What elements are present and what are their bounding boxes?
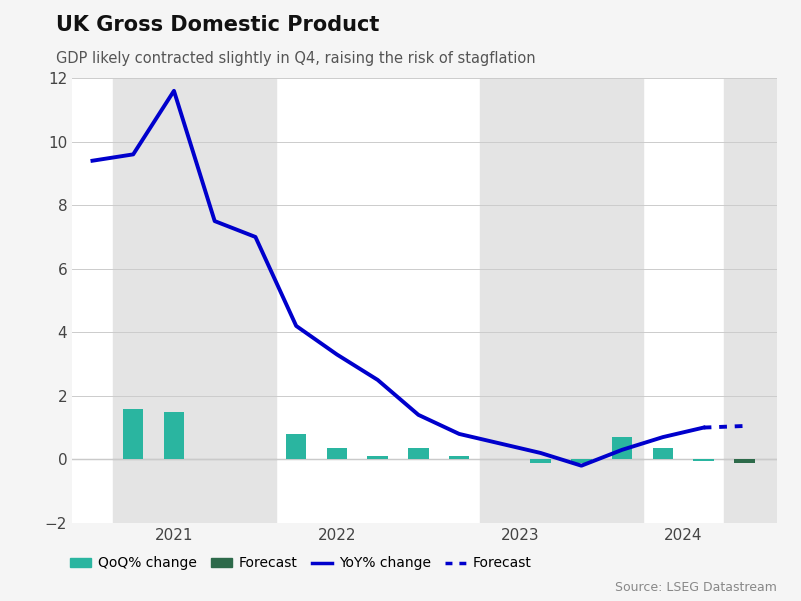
Bar xyxy=(368,456,388,459)
Text: Source: LSEG Datastream: Source: LSEG Datastream xyxy=(615,581,777,594)
Bar xyxy=(612,437,632,459)
Bar xyxy=(327,448,347,459)
Bar xyxy=(123,409,143,459)
Bar xyxy=(449,456,469,459)
Bar xyxy=(653,448,673,459)
Bar xyxy=(694,459,714,461)
Bar xyxy=(735,459,755,463)
Bar xyxy=(530,459,551,463)
Bar xyxy=(724,78,777,523)
Bar xyxy=(113,78,276,523)
Legend: QoQ% change, Forecast, YoY% change, Forecast: QoQ% change, Forecast, YoY% change, Fore… xyxy=(65,551,537,576)
Text: UK Gross Domestic Product: UK Gross Domestic Product xyxy=(56,15,380,35)
Text: GDP likely contracted slightly in Q4, raising the risk of stagflation: GDP likely contracted slightly in Q4, ra… xyxy=(56,51,536,66)
Bar xyxy=(409,448,429,459)
Bar xyxy=(571,459,592,463)
Bar xyxy=(286,434,306,459)
Bar xyxy=(480,78,642,523)
Bar xyxy=(163,412,184,459)
